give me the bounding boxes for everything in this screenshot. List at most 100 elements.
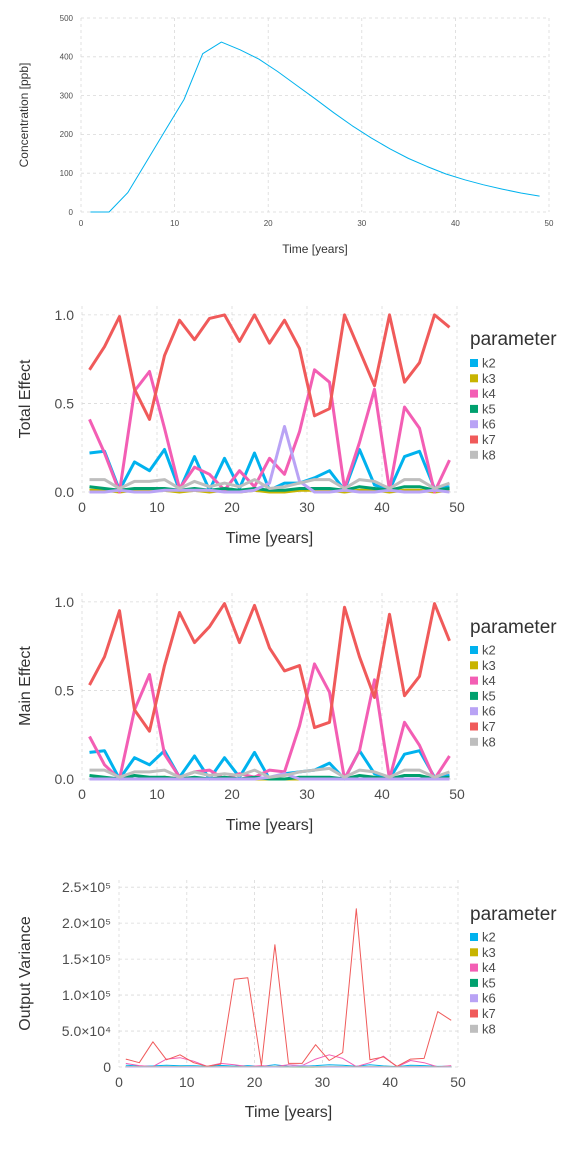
chart-4-legend-label-k7: k7 bbox=[482, 1006, 496, 1021]
chart-3-x-tick-label: 10 bbox=[149, 786, 165, 802]
chart-2-y-axis-label: Total Effect bbox=[17, 359, 34, 438]
chart-4-legend-label-k8: k8 bbox=[482, 1021, 496, 1036]
chart-2-x-tick-label: 30 bbox=[299, 499, 315, 515]
chart-4-y-tick-label: 1.0×10⁵ bbox=[62, 987, 111, 1003]
chart-1-x-axis-label: Time [years] bbox=[282, 242, 348, 256]
chart-3-series-line-k8 bbox=[89, 766, 450, 779]
chart-3-series-line-k7 bbox=[88, 602, 451, 733]
chart-4-legend-label-k4: k4 bbox=[482, 960, 496, 975]
chart-3-y-axis-label: Main Effect bbox=[17, 646, 34, 726]
chart-4-legend-swatch-k6 bbox=[470, 994, 478, 1003]
chart-2-legend-swatch-k7 bbox=[470, 435, 478, 444]
chart-3-y-tick-label: 0.0 bbox=[55, 771, 75, 787]
chart-1-y-axis-label: Concentration [ppb] bbox=[17, 63, 31, 168]
chart-2-legend-swatch-k4 bbox=[470, 389, 478, 398]
chart-2-x-tick-label: 20 bbox=[224, 499, 240, 515]
chart-2-legend-swatch-k6 bbox=[470, 420, 478, 429]
chart-3-legend-label-k7: k7 bbox=[482, 719, 496, 734]
chart-4-legend-label-k3: k3 bbox=[482, 945, 496, 960]
chart-1-series-line-concentration bbox=[90, 41, 540, 213]
chart-2-y-tick-label: 1.0 bbox=[55, 307, 75, 323]
chart-4-legend-label-k6: k6 bbox=[482, 991, 496, 1006]
chart-4-x-tick-label: 10 bbox=[179, 1074, 195, 1090]
chart-3-x-axis-label: Time [years] bbox=[226, 817, 313, 834]
chart-2-series-line-k8 bbox=[89, 478, 451, 490]
chart-2-x-tick-label: 50 bbox=[449, 499, 465, 515]
chart-2-legend-title: parameter bbox=[470, 329, 557, 350]
chart-2-x-tick-label: 10 bbox=[149, 499, 165, 515]
chart-4-y-tick-label: 5.0×10⁴ bbox=[62, 1023, 111, 1039]
chart-4-y-tick-label: 2.5×10⁵ bbox=[62, 879, 111, 895]
chart-1-x-tick-label: 0 bbox=[79, 219, 84, 228]
chart-4-x-tick-label: 0 bbox=[115, 1074, 123, 1090]
chart-1-x-tick-label: 30 bbox=[357, 219, 366, 228]
chart-4-x-tick-label: 20 bbox=[247, 1074, 263, 1090]
chart-1-y-tick-label: 0 bbox=[69, 208, 74, 217]
chart-3-x-tick-label: 20 bbox=[224, 786, 240, 802]
chart-4-x-tick-label: 30 bbox=[315, 1074, 331, 1090]
chart-4-legend-swatch-k4 bbox=[470, 963, 478, 972]
chart-4-x-tick-label: 50 bbox=[450, 1074, 466, 1090]
chart-4-y-tick-label: 1.5×10⁵ bbox=[62, 951, 111, 967]
chart-1-x-tick-label: 10 bbox=[170, 219, 179, 228]
chart-3-legend-swatch-k8 bbox=[470, 737, 478, 746]
chart-2-legend-swatch-k2 bbox=[470, 359, 478, 367]
chart-3-x-tick-label: 40 bbox=[374, 786, 390, 802]
chart-2-legend-label-k4: k4 bbox=[482, 386, 496, 401]
chart-3-legend-swatch-k3 bbox=[470, 661, 478, 670]
chart-3-legend-title: parameter bbox=[470, 617, 557, 638]
chart-2-series-line-k3 bbox=[89, 488, 450, 494]
chart-4-legend-swatch-k5 bbox=[470, 978, 478, 987]
chart-2-legend-label-k6: k6 bbox=[482, 417, 496, 432]
chart-3-legend-swatch-k5 bbox=[470, 691, 478, 700]
chart-4-x-axis-label: Time [years] bbox=[245, 1104, 332, 1121]
chart-3-legend-label-k6: k6 bbox=[482, 704, 496, 719]
chart-1-x-tick-label: 20 bbox=[264, 219, 273, 228]
chart-2-legend-swatch-k8 bbox=[470, 450, 478, 459]
chart-3-x-tick-label: 50 bbox=[449, 786, 465, 802]
chart-3-legend-label-k8: k8 bbox=[482, 734, 496, 749]
chart-4-y-tick-label: 2.0×10⁵ bbox=[62, 915, 111, 931]
chart-2-series-line-k7 bbox=[88, 313, 451, 421]
chart-3-legend-swatch-k7 bbox=[470, 722, 478, 731]
chart-4-legend-title: parameter bbox=[470, 904, 557, 925]
chart-4-legend-swatch-k7 bbox=[470, 1009, 478, 1018]
chart-3-x-tick-label: 30 bbox=[299, 786, 315, 802]
chart-2-legend-label-k7: k7 bbox=[482, 432, 496, 447]
chart-2-y-tick-label: 0.5 bbox=[55, 395, 75, 411]
chart-4-legend-swatch-k8 bbox=[470, 1024, 478, 1033]
chart-3-y-tick-label: 0.5 bbox=[55, 682, 75, 698]
chart-4-x-tick-label: 40 bbox=[382, 1074, 398, 1090]
chart-1-y-tick-label: 300 bbox=[60, 91, 74, 100]
chart-3-legend-swatch-k6 bbox=[470, 707, 478, 716]
chart-3-legend-label-k3: k3 bbox=[482, 658, 496, 673]
chart-1-y-tick-label: 500 bbox=[60, 14, 74, 23]
chart-2-legend-swatch-k3 bbox=[470, 374, 478, 383]
chart-3-legend-swatch-k2 bbox=[470, 646, 478, 654]
chart-4-series-line-k7 bbox=[125, 908, 452, 1067]
chart-3-y-tick-label: 1.0 bbox=[55, 594, 75, 610]
chart-2-series-line-k6 bbox=[89, 425, 450, 494]
chart-2-legend-label-k2: k2 bbox=[482, 356, 496, 371]
chart-4-legend-swatch-k2 bbox=[470, 933, 478, 941]
chart-2-x-axis-label: Time [years] bbox=[226, 530, 313, 547]
chart-2-legend-label-k3: k3 bbox=[482, 371, 496, 386]
chart-1-y-tick-label: 400 bbox=[60, 53, 74, 62]
chart-4-series-line-k8 bbox=[125, 1065, 452, 1068]
chart-3-legend-label-k4: k4 bbox=[482, 673, 496, 688]
chart-3-legend-label-k5: k5 bbox=[482, 688, 496, 703]
chart-1-x-tick-label: 40 bbox=[451, 219, 460, 228]
chart-4-legend-label-k2: k2 bbox=[482, 930, 496, 945]
chart-4-y-tick-label: 0 bbox=[103, 1059, 111, 1075]
chart-2-legend-swatch-k5 bbox=[470, 404, 478, 413]
chart-2-x-tick-label: 40 bbox=[374, 499, 390, 515]
chart-3-x-tick-label: 0 bbox=[78, 786, 86, 802]
chart-4-legend-swatch-k3 bbox=[470, 948, 478, 957]
chart-2-legend-label-k8: k8 bbox=[482, 447, 496, 462]
chart-2-legend-label-k5: k5 bbox=[482, 401, 496, 416]
chart-2-y-tick-label: 0.0 bbox=[55, 484, 75, 500]
chart-1-x-tick-label: 50 bbox=[545, 219, 554, 228]
chart-4-y-axis-label: Output Variance bbox=[17, 916, 34, 1031]
